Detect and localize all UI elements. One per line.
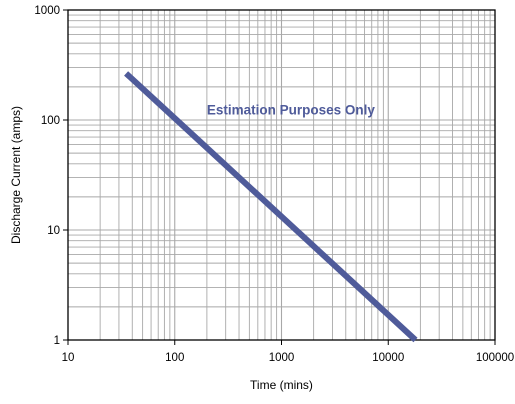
x-tick-label: 100: [165, 352, 184, 364]
y-tick-label: 1: [54, 335, 60, 347]
y-axis-label: Discharge Current (amps): [9, 106, 23, 244]
series: [124, 71, 418, 343]
x-tick-label: 1000: [269, 352, 295, 364]
x-tick-label: 10000: [372, 352, 404, 364]
y-tick-label: 10: [47, 225, 60, 237]
y-tick-label: 100: [41, 115, 60, 127]
grid: [68, 10, 495, 340]
x-axis-label: Time (mins): [250, 378, 313, 392]
x-tick-label: 100000: [476, 352, 514, 364]
x-tick-label: 10: [62, 352, 75, 364]
annotations: Estimation Purposes Only: [207, 102, 376, 117]
estimation-annotation: Estimation Purposes Only: [207, 102, 376, 117]
y-tick-label: 1000: [34, 5, 60, 17]
discharge-curve-line: [124, 71, 418, 343]
